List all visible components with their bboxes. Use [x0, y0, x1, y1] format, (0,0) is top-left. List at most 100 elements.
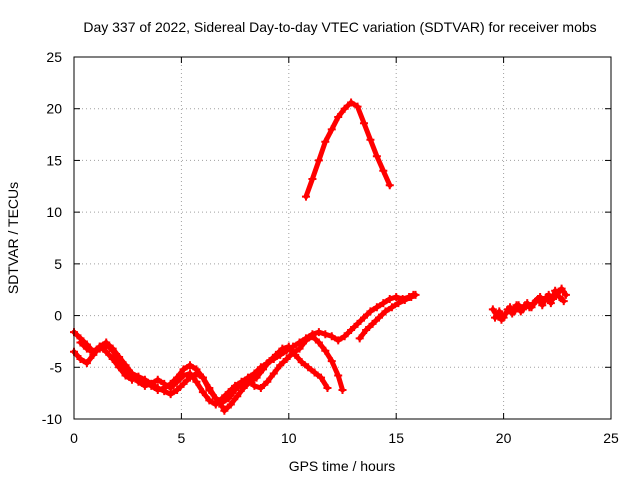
chart-title: Day 337 of 2022, Sidereal Day-to-day VTE… [83, 19, 596, 35]
series-trace-c [76, 290, 418, 409]
data-point [368, 319, 377, 328]
y-tick-label: 5 [54, 256, 62, 272]
data-point [140, 381, 149, 390]
series-trace-e [301, 98, 394, 201]
data-point [488, 305, 497, 314]
data-point [353, 319, 362, 328]
data-point [179, 379, 188, 388]
data-point [185, 369, 194, 378]
data-point [205, 396, 214, 405]
data-point [314, 338, 323, 347]
data-point [314, 156, 323, 165]
x-tick-label: 20 [496, 430, 512, 446]
data-point [276, 361, 285, 370]
data-point [392, 292, 401, 301]
data-point [308, 175, 317, 184]
data-point [166, 383, 175, 392]
data-point [173, 377, 182, 386]
data-point [353, 102, 362, 111]
data-point [301, 334, 310, 343]
tick-labels: 0 5 10 15 20 25 -10 -5 0 5 10 15 20 25 [42, 49, 619, 446]
data-point [525, 303, 534, 312]
data-point [327, 332, 336, 341]
data-point [321, 330, 330, 339]
data-point [211, 400, 220, 409]
y-tick-label: 0 [54, 308, 62, 324]
data-point [192, 365, 201, 374]
data-point [327, 125, 336, 134]
data-point [218, 394, 227, 403]
series-trace-g [491, 286, 568, 322]
data-point [147, 379, 156, 388]
data-point [237, 377, 246, 386]
data-point [82, 344, 91, 353]
data-point [327, 357, 336, 366]
series-trace-d [355, 290, 420, 343]
data-point [334, 112, 343, 121]
data-point [508, 309, 517, 318]
data-point [529, 299, 538, 308]
data-point [503, 305, 512, 314]
data-point [269, 355, 278, 364]
data-point [359, 313, 368, 322]
data-point [263, 359, 272, 368]
plot-frame [73, 56, 612, 420]
data-point [220, 406, 229, 415]
data-point [551, 286, 560, 295]
data-point [359, 119, 368, 128]
data-point [198, 388, 207, 397]
data-point [224, 388, 233, 397]
data-point [89, 348, 98, 357]
data-point [538, 301, 547, 310]
data-point [372, 152, 381, 161]
data-point [321, 346, 330, 355]
x-tick-label: 10 [281, 430, 297, 446]
data-point [134, 377, 143, 386]
data-point [561, 290, 570, 299]
data-point [372, 303, 381, 312]
data-point [512, 301, 521, 310]
y-tick-label: 20 [46, 101, 62, 117]
data-point [317, 373, 326, 382]
data-point [108, 346, 117, 355]
data-point [379, 299, 388, 308]
data-point [314, 328, 323, 337]
y-tick-label: 15 [46, 152, 62, 168]
data-point [76, 355, 85, 364]
data-point [115, 357, 124, 366]
data-point [282, 346, 291, 355]
data-point [297, 358, 306, 367]
data-point [269, 369, 278, 378]
data-point [491, 313, 500, 322]
data-point [160, 379, 169, 388]
data-point [76, 338, 85, 347]
data-point [250, 369, 259, 378]
data-point [301, 192, 310, 201]
data-point [385, 181, 394, 190]
x-tick-label: 0 [70, 430, 78, 446]
y-tick-label: 25 [46, 49, 62, 65]
data-point [381, 307, 390, 316]
data-point [400, 296, 409, 305]
data-point [198, 373, 207, 382]
data-point [192, 377, 201, 386]
data-point [102, 347, 111, 356]
data-point [375, 313, 384, 322]
x-tick-label: 5 [178, 430, 186, 446]
data-point [102, 340, 111, 349]
data-point [276, 350, 285, 359]
y-tick-label: -10 [42, 411, 62, 427]
data-point [185, 361, 194, 370]
data-point [387, 303, 396, 312]
data-point [153, 375, 162, 384]
series-trace [71, 333, 345, 405]
data-point [546, 299, 555, 308]
data-point [243, 373, 252, 382]
data-point [231, 381, 240, 390]
x-axis-label: GPS time / hours [289, 458, 396, 474]
axis-ticks [73, 56, 612, 420]
data-point [179, 371, 188, 380]
data-point [366, 135, 375, 144]
data-point [121, 365, 130, 374]
